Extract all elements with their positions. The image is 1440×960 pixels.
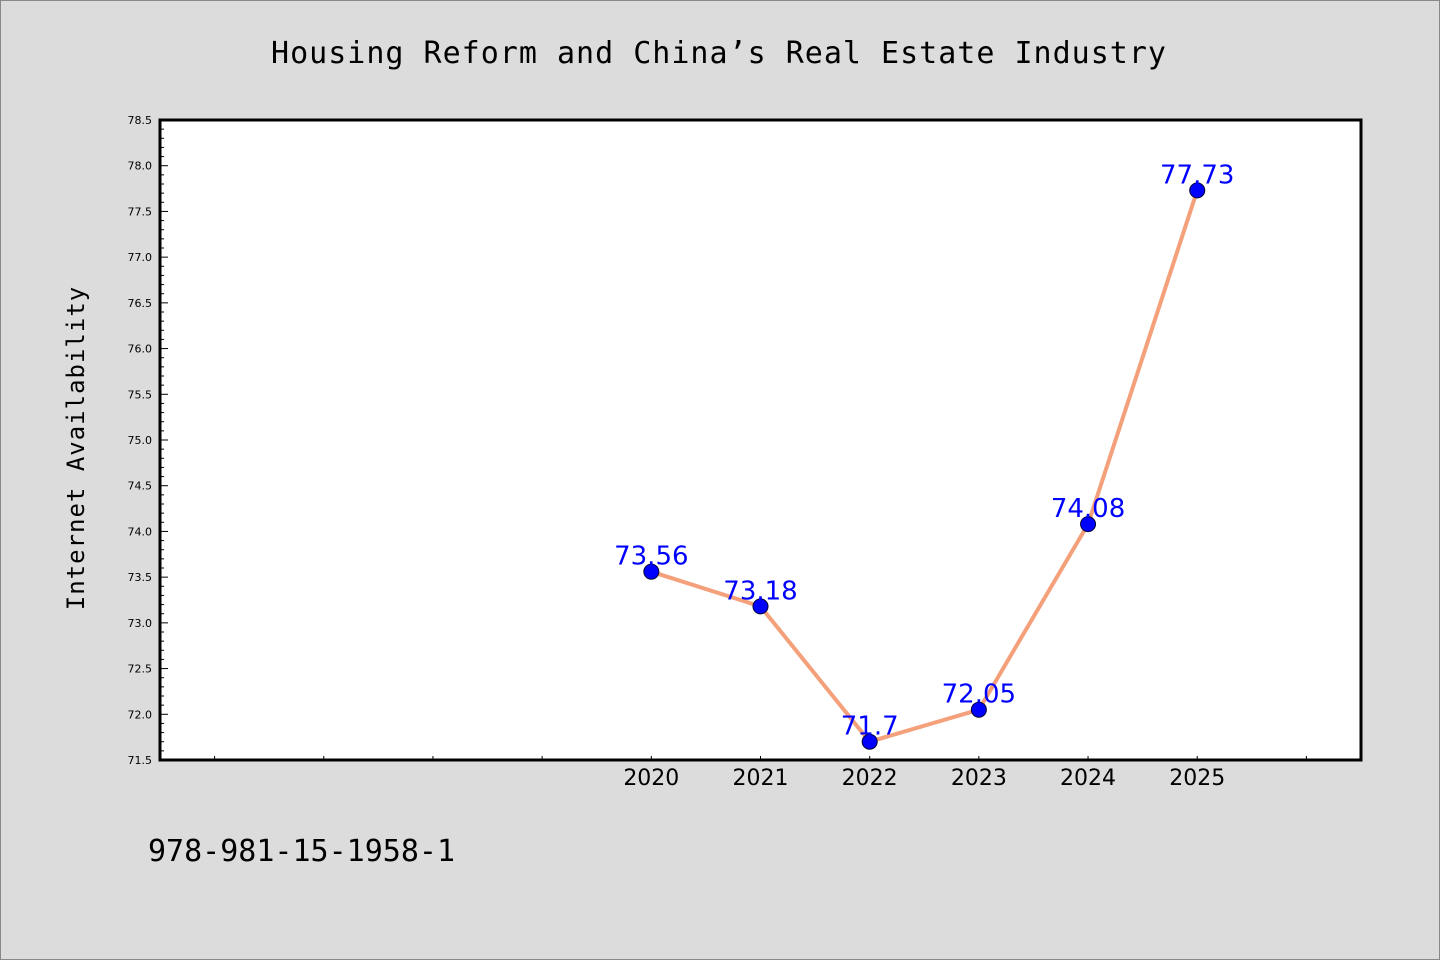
y-tick-label: 76.5 xyxy=(128,297,153,310)
y-tick-label: 78.0 xyxy=(128,160,153,173)
y-tick-label: 72.0 xyxy=(128,708,153,721)
y-tick-label: 74.5 xyxy=(128,480,153,493)
data-point xyxy=(861,733,878,750)
y-tick-label: 72.5 xyxy=(128,663,153,676)
y-tick-label: 75.0 xyxy=(128,434,153,447)
data-label: 71.7 xyxy=(841,712,899,742)
x-tick-label: 2021 xyxy=(733,766,789,791)
y-tick-label: 77.0 xyxy=(128,251,153,264)
series-layer xyxy=(643,182,1206,750)
series-line xyxy=(650,189,1200,744)
y-tick-label: 78.5 xyxy=(128,114,153,127)
data-label: 74.08 xyxy=(1051,494,1125,524)
data-label: 73.56 xyxy=(614,542,688,572)
x-tick-label: 2025 xyxy=(1169,766,1225,791)
x-tick-label: 2023 xyxy=(951,766,1007,791)
y-tick-label: 75.5 xyxy=(128,388,153,401)
data-point xyxy=(1189,182,1206,199)
footer-identifier: 978-981-15-1958-1 xyxy=(148,834,456,869)
x-tick-label: 2022 xyxy=(842,766,898,791)
data-label: 73.18 xyxy=(723,576,797,606)
data-label: 72.05 xyxy=(942,680,1016,710)
x-axis-ticks: 2020 2021 2022 2023 2024 2025 xyxy=(214,756,1307,791)
y-tick-label: 71.5 xyxy=(128,754,153,767)
plot-area xyxy=(158,118,1363,762)
y-axis-ticks: 71.5 72.0 72.5 73.0 73.5 74.0 74.5 75.0 75.5 76.0… xyxy=(128,114,168,767)
data-point xyxy=(752,598,769,615)
data-labels-layer: 73.56 73.18 71.7 72.05 74.08 77.73 xyxy=(614,160,1234,741)
data-point xyxy=(643,563,660,580)
x-tick-label: 2020 xyxy=(623,766,679,791)
chart-title: Housing Reform and China’s Real Estate I… xyxy=(271,36,1167,71)
y-tick-label: 73.0 xyxy=(128,617,153,630)
y-tick-label: 77.5 xyxy=(128,205,153,218)
data-label: 77.73 xyxy=(1160,160,1234,190)
y-tick-label: 76.0 xyxy=(128,343,153,356)
data-point xyxy=(1080,516,1097,533)
x-tick-label: 2024 xyxy=(1060,766,1116,791)
y-tick-label: 74.0 xyxy=(128,525,153,538)
data-point xyxy=(970,701,987,718)
y-tick-label: 73.5 xyxy=(128,571,153,584)
